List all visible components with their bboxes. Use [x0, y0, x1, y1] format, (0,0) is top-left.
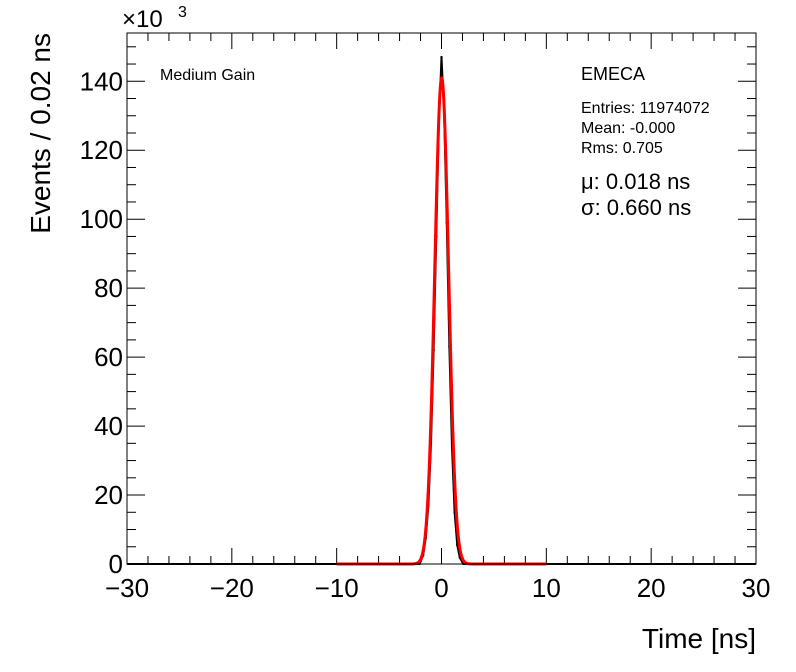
x-tick-label: −20	[210, 573, 254, 603]
mean-stat: Mean: -0.000	[581, 120, 675, 137]
y-multiplier-exponent: 3	[178, 4, 187, 21]
y-tick-label: 40	[94, 411, 123, 441]
y-multiplier: ×10	[122, 6, 163, 33]
y-tick-label: 80	[94, 273, 123, 303]
fit-mu: μ: 0.018 ns	[581, 169, 690, 194]
y-tick-label: 20	[94, 480, 123, 510]
x-tick-label: 30	[742, 573, 771, 603]
y-tick-label: 60	[94, 342, 123, 372]
x-tick-label: 0	[434, 573, 448, 603]
detector-label: EMECA	[581, 64, 645, 84]
y-tick-label: 120	[80, 135, 123, 165]
axes-layer: −30 −20 −10 0 10 20 30 0 20 40 60 80 100 120 140	[80, 33, 771, 603]
entries-stat: Entries: 11974072	[581, 100, 710, 117]
x-axis-title: Time [ns]	[642, 623, 756, 654]
y-axis-title: Events / 0.02 ns	[25, 33, 56, 234]
x-tick-label: −10	[315, 573, 359, 603]
x-tick-label: 20	[637, 573, 666, 603]
x-tick-label: −30	[105, 573, 149, 603]
y-tick-label: 140	[80, 66, 123, 96]
plot-frame	[126, 32, 757, 565]
x-tick-label: 10	[532, 573, 561, 603]
rms-stat: Rms: 0.705	[581, 140, 663, 157]
region-label: Medium Gain	[160, 67, 255, 84]
fit-sigma: σ: 0.660 ns	[581, 195, 691, 220]
y-tick-label: 100	[80, 204, 123, 234]
histogram-point	[440, 55, 443, 59]
y-tick-label: 0	[109, 549, 123, 579]
